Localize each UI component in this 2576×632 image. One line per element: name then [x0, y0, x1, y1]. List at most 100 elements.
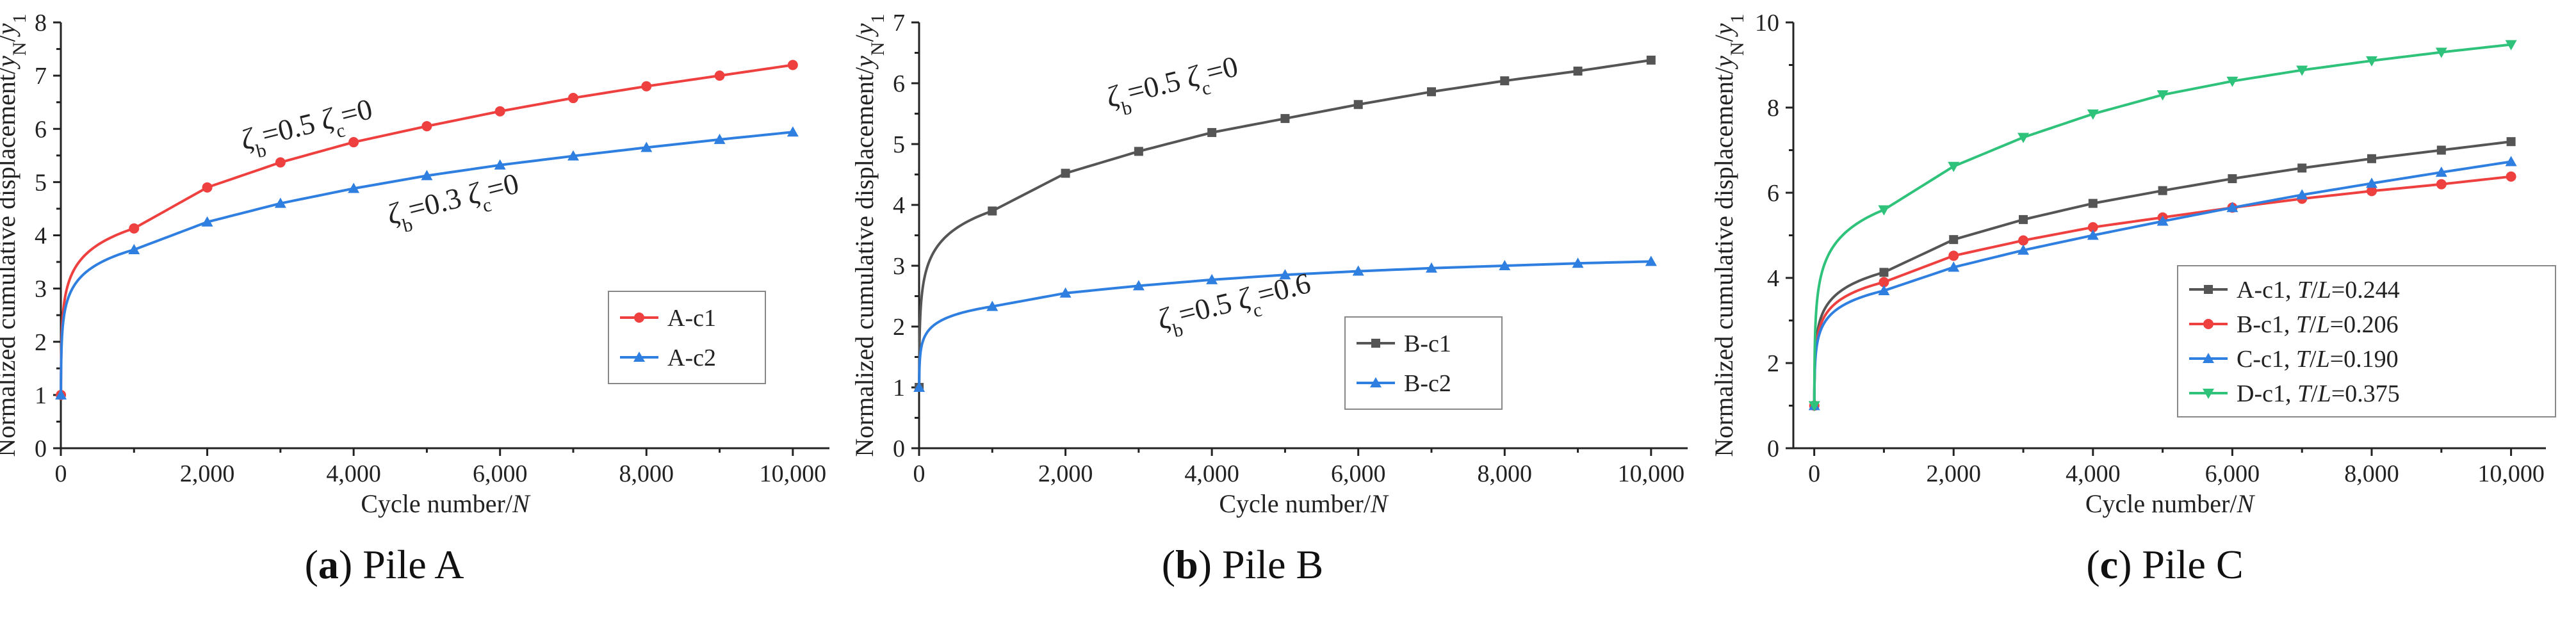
legend-entry: B-c2: [1404, 370, 1451, 397]
data-point: [348, 182, 360, 193]
data-point: [1573, 67, 1583, 76]
y-tick-label: 1: [35, 382, 47, 409]
chart-a-svg: 0 2,000 4,000 6,000 8,000 10,000 0 1 2 3 4 5 6 7 8 Cycl…: [0, 10, 829, 518]
y-axis-title: Normalized cumulative displacement/yN/y1: [850, 14, 888, 457]
x-tick-label: 6,000: [473, 460, 528, 487]
y-tick-label: 3: [893, 253, 905, 280]
caption-b: (b) Pile B: [1161, 542, 1324, 587]
y-tick-label: 4: [893, 192, 905, 219]
chart-panel-a: 0 2,000 4,000 6,000 8,000 10,000 0 1 2 3 4 5 6 7 8 Cycl…: [0, 0, 858, 632]
series-line: [918, 260, 1651, 388]
data-point: [55, 389, 67, 400]
data-point: [421, 121, 432, 132]
legend-entry: C-c1, T/L=0.190: [2237, 346, 2399, 373]
data-point: [2018, 244, 2030, 255]
data-point: [202, 182, 213, 193]
data-point: [2296, 65, 2308, 76]
data-point: [201, 216, 213, 227]
x-tick-label: 0: [1808, 460, 1820, 487]
x-tick-label: 10,000: [1618, 460, 1685, 487]
x-tick-label: 2,000: [180, 460, 235, 487]
y-tick-label: 2: [35, 329, 47, 356]
data-point: [1878, 284, 1890, 295]
chart-b-svg: 0 2,000 4,000 6,000 8,000 10,000 0 1 2 3 4 5 6 7 Cycle…: [850, 10, 1688, 518]
data-point: [2297, 163, 2307, 173]
x-tick-label: 4,000: [2066, 460, 2121, 487]
legend-swatch-marker: [634, 312, 644, 323]
legend-entry: A-c1: [667, 305, 716, 332]
data-point: [2505, 156, 2517, 166]
y-tick-label: 4: [1767, 265, 1779, 292]
y-axis-title: Normalized cumulative displacement/yN/y1: [0, 14, 30, 457]
data-point: [1280, 114, 1290, 124]
data-point: [2366, 56, 2378, 67]
data-point: [1808, 401, 1820, 412]
y-tick-label: 0: [1767, 435, 1779, 462]
series-line: [1813, 160, 2511, 406]
legend-entry: A-c1, T/L=0.244: [2237, 277, 2400, 304]
x-tick-label: 8,000: [1478, 460, 1533, 487]
legend-swatch-marker: [2203, 353, 2214, 363]
chart-panel-c: 0 2,000 4,000 6,000 8,000 10,000 0 2 4 6 8 10 Cycle …: [1709, 0, 2576, 632]
series-line: [1813, 175, 2511, 406]
data-point: [2435, 166, 2447, 177]
chart-panel-b: 0 2,000 4,000 6,000 8,000 10,000 0 1 2 3 4 5 6 7 Cycle…: [850, 0, 1716, 632]
data-point: [2506, 137, 2516, 147]
legend-swatch-marker: [1370, 377, 1382, 387]
x-ticks: 0 2,000 4,000 6,000 8,000 10,000: [913, 448, 1685, 487]
data-point: [1879, 268, 1889, 277]
y-tick-label: 4: [35, 223, 47, 250]
data-point: [1948, 161, 1960, 172]
data-point: [1500, 76, 1510, 86]
data-point: [2226, 76, 2238, 87]
x-tick-label: 4,000: [1184, 460, 1239, 487]
data-point: [348, 137, 359, 148]
data-point: [275, 157, 286, 168]
data-point: [2228, 174, 2237, 184]
data-point: [1948, 261, 1960, 272]
y-ticks: 0 1 2 3 4 5 6 7: [893, 10, 919, 462]
legend-entry: D-c1, T/L=0.375: [2237, 380, 2400, 407]
x-tick-label: 8,000: [619, 460, 674, 487]
data-point: [713, 133, 726, 144]
series-line: [60, 131, 794, 395]
caption-a: (a) Pile A: [304, 542, 464, 587]
data-point: [567, 150, 579, 161]
legend-entry: B-c1, T/L=0.206: [2237, 311, 2399, 338]
data-point: [274, 197, 286, 208]
y-tick-label: 3: [35, 276, 47, 303]
data-point: [1948, 250, 1959, 261]
data-point: [1132, 280, 1145, 291]
y-tick-label: 8: [35, 10, 47, 36]
x-axis-title: Cycle number/N: [361, 489, 531, 518]
caption-c: (c) Pile C: [2086, 542, 2244, 587]
data-point: [2018, 133, 2030, 143]
data-point: [1949, 235, 1959, 245]
y-tick-label: 7: [35, 63, 47, 90]
data-point: [787, 126, 799, 137]
data-point: [1499, 260, 1511, 270]
x-tick-label: 8,000: [2344, 460, 2399, 487]
data-point: [641, 81, 652, 92]
legend-swatch-marker: [2204, 285, 2213, 294]
data-point: [714, 70, 725, 81]
x-ticks: 0 2,000 4,000 6,000 8,000 10,000: [1808, 448, 2545, 487]
data-point: [986, 300, 999, 311]
data-point: [2156, 90, 2169, 101]
series-line: [1813, 140, 2511, 406]
legend-box: [2177, 265, 2556, 417]
x-tick-label: 6,000: [2205, 460, 2260, 487]
legend-box: [608, 291, 766, 384]
legend: A-c1 A-c2: [608, 291, 766, 384]
data-point: [2087, 109, 2099, 120]
data-point: [787, 60, 798, 70]
data-point: [494, 106, 505, 117]
y-tick-label: 0: [893, 435, 905, 462]
legend: A-c1, T/L=0.244 B-c1, T/L=0.206 C-c1, T/L=…: [2177, 265, 2556, 417]
chart-c-svg: 0 2,000 4,000 6,000 8,000 10,000 0 2 4 6 8 10 Cycle …: [1709, 10, 2556, 518]
data-point: [2156, 215, 2169, 226]
y-ticks: 0 2 4 6 8 10: [1755, 10, 1793, 462]
x-axis-title: Cycle number/N: [2085, 489, 2256, 518]
x-tick-label: 4,000: [326, 460, 381, 487]
y-tick-label: 6: [1767, 180, 1779, 207]
